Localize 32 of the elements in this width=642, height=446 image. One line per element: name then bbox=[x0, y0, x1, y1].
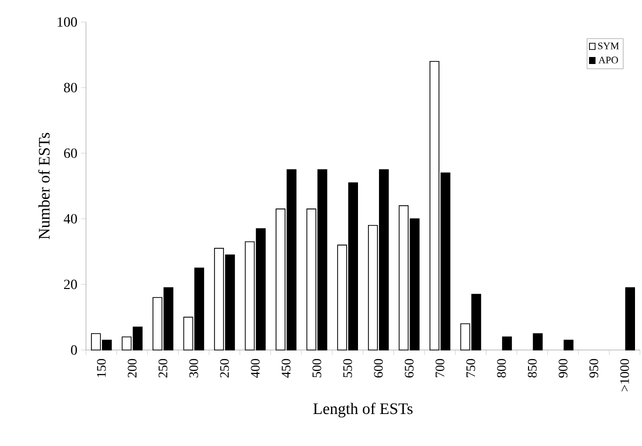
x-tick-label: 750 bbox=[466, 359, 476, 378]
x-tick-label: 800 bbox=[497, 359, 506, 378]
bar bbox=[532, 333, 543, 350]
legend-label: SYM bbox=[598, 42, 619, 50]
x-tick-label: 700 bbox=[436, 359, 444, 378]
y-tick-label: 40 bbox=[64, 214, 77, 224]
y-tick-label: 20 bbox=[64, 280, 77, 290]
x-tick-label: 150 bbox=[97, 359, 106, 377]
x-tick-label: 850 bbox=[528, 359, 537, 378]
bar bbox=[564, 340, 574, 350]
y-axis-title: Number of ESTs bbox=[38, 132, 50, 240]
y-tick-label: 0 bbox=[71, 345, 77, 355]
x-tick-label: 250 bbox=[158, 359, 168, 378]
x-tick-label: 900 bbox=[558, 359, 568, 378]
x-tick-label: >1000 bbox=[620, 359, 629, 392]
x-tick-label: 500 bbox=[312, 359, 322, 378]
x-tick-label: 200 bbox=[128, 359, 137, 378]
y-tick-label: 80 bbox=[64, 82, 77, 92]
x-tick-label: 550 bbox=[343, 359, 352, 378]
x-tick-label: 650 bbox=[404, 359, 414, 378]
bar bbox=[625, 287, 636, 350]
x-tick-label: 950 bbox=[589, 359, 598, 378]
y-tick-label: 60 bbox=[64, 148, 77, 158]
x-tick-label: 300 bbox=[189, 359, 198, 378]
x-tick-label: 450 bbox=[282, 359, 290, 378]
x-tick-label: 250 bbox=[220, 359, 229, 378]
bar bbox=[502, 336, 512, 350]
y-tick-label: 100 bbox=[58, 17, 77, 27]
x-tick-label: 600 bbox=[374, 359, 383, 378]
legend-label: APO bbox=[598, 56, 618, 64]
x-axis-title: Length of ESTs bbox=[313, 402, 413, 418]
x-tick-label: 400 bbox=[250, 359, 260, 378]
